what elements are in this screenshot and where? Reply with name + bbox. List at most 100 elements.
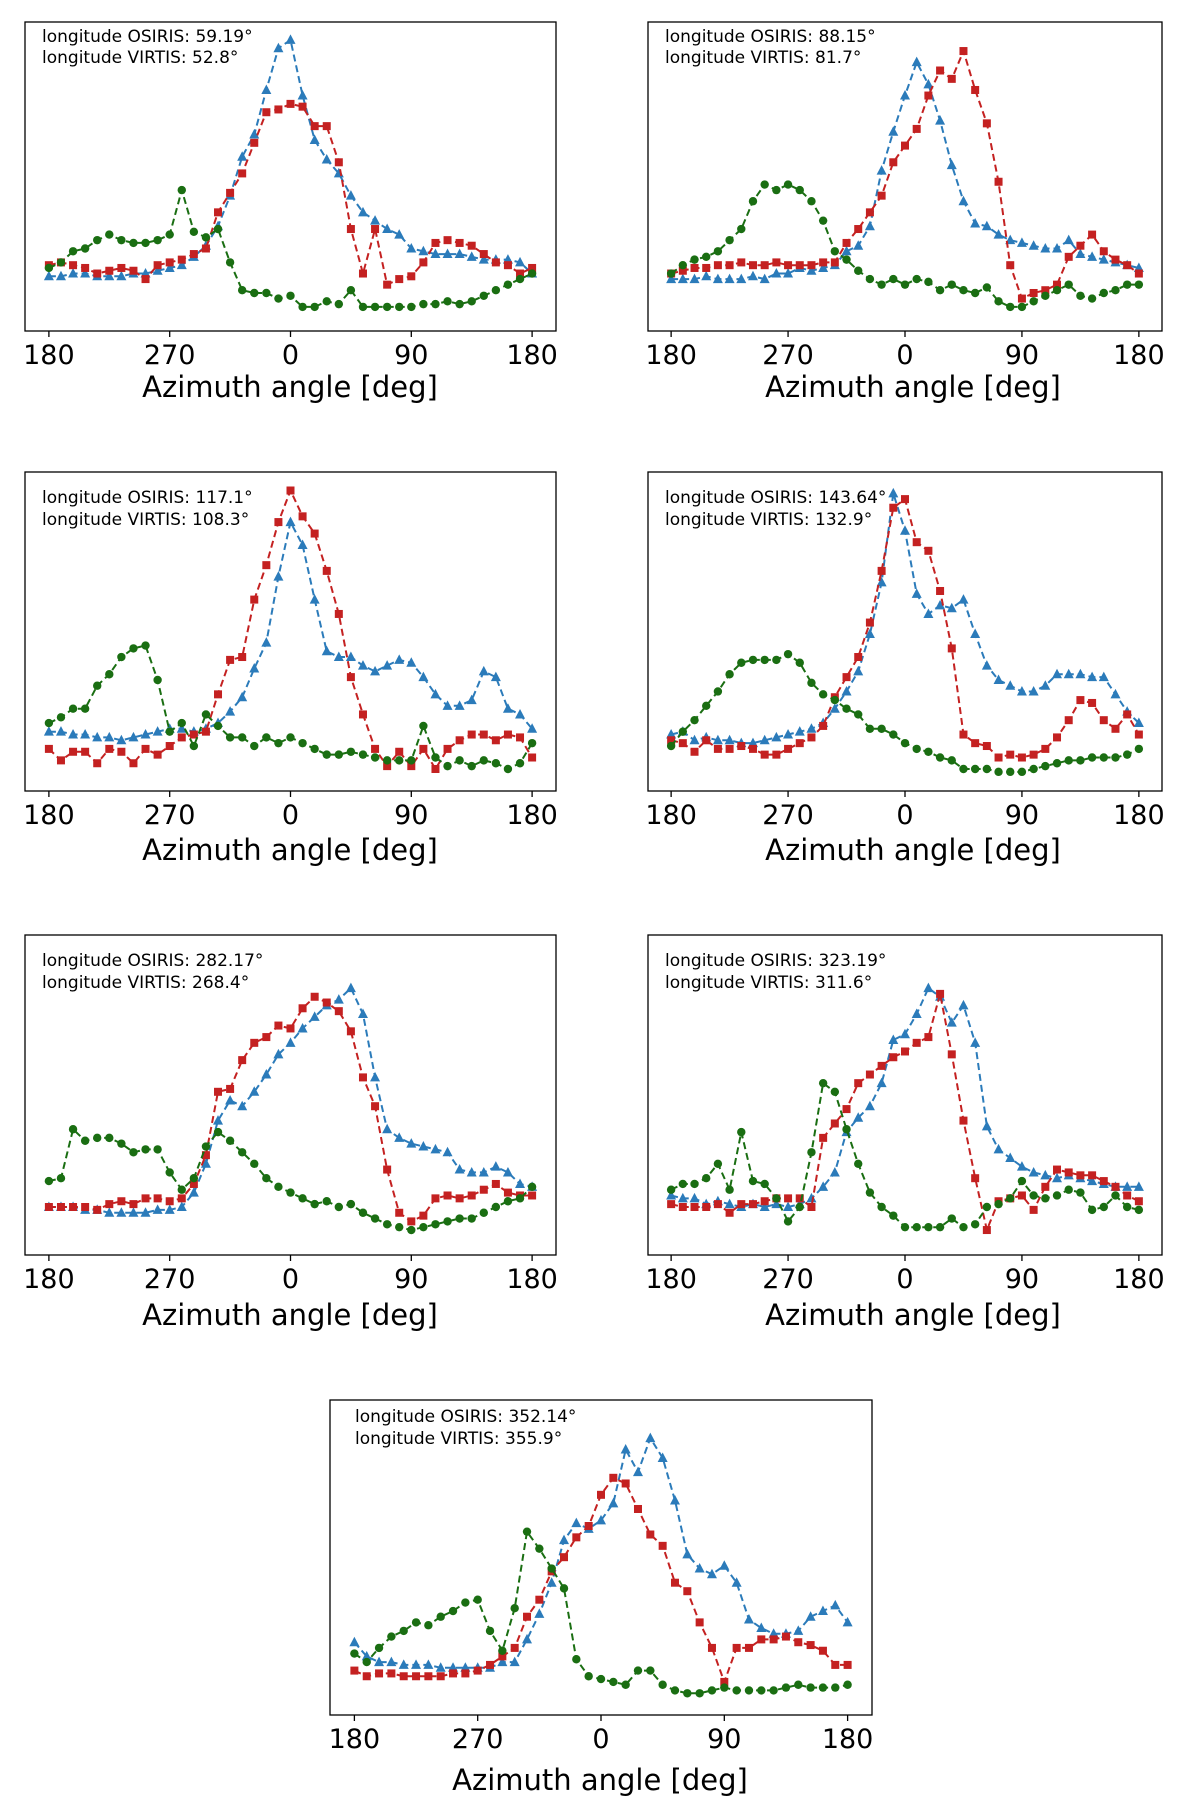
annotation-osiris: longitude OSIRIS: 117.1° xyxy=(42,488,253,508)
annotation-virtis: longitude VIRTIS: 355.9° xyxy=(355,1429,562,1449)
data-point-circle xyxy=(678,260,688,270)
data-point-square xyxy=(584,1522,593,1530)
data-point-triangle xyxy=(946,159,957,170)
x-axis-label: Azimuth angle [deg] xyxy=(452,1763,748,1797)
data-point-triangle xyxy=(309,594,320,604)
data-point-triangle xyxy=(68,268,79,278)
data-point-triangle xyxy=(406,242,417,253)
data-point-square xyxy=(69,747,78,756)
data-point-triangle xyxy=(43,270,54,281)
data-point-circle xyxy=(177,185,186,195)
data-point-triangle xyxy=(237,1100,248,1111)
data-point-square xyxy=(238,1056,247,1065)
data-point-circle xyxy=(982,283,992,292)
data-point-circle xyxy=(994,297,1003,306)
data-point-square xyxy=(889,158,898,167)
data-point-triangle xyxy=(454,248,465,259)
data-point-circle xyxy=(498,1646,507,1655)
data-point-triangle xyxy=(958,195,969,206)
data-point-circle xyxy=(237,1148,247,1157)
data-point-circle xyxy=(262,288,271,298)
data-point-square xyxy=(298,102,307,111)
data-point-square xyxy=(667,1200,676,1209)
data-point-circle xyxy=(350,1649,359,1658)
data-point-triangle xyxy=(1052,668,1063,679)
data-point-triangle xyxy=(361,1650,372,1661)
data-point-square xyxy=(358,710,367,719)
data-point-circle xyxy=(117,1139,126,1148)
data-point-circle xyxy=(68,1125,78,1134)
data-point-square xyxy=(609,1473,618,1482)
data-point-triangle xyxy=(783,1201,794,1211)
data-point-square xyxy=(982,119,991,128)
data-point-triangle xyxy=(261,637,272,647)
data-point-triangle xyxy=(1005,1152,1016,1163)
data-point-square xyxy=(81,263,90,272)
data-point-square xyxy=(865,208,874,217)
data-point-triangle xyxy=(152,726,163,736)
data-point-circle xyxy=(748,197,758,206)
data-point-square xyxy=(865,1070,874,1079)
data-point-triangle xyxy=(666,1189,677,1200)
data-point-circle xyxy=(443,1217,452,1226)
data-point-square xyxy=(334,609,343,618)
data-point-triangle xyxy=(806,1192,817,1203)
x-tick-label: 0 xyxy=(896,800,913,831)
data-point-circle xyxy=(177,718,186,728)
data-point-circle xyxy=(1006,302,1015,312)
data-point-circle xyxy=(621,1680,630,1689)
data-point-square xyxy=(912,1038,921,1047)
data-point-square xyxy=(310,529,319,538)
data-point-square xyxy=(1076,696,1085,705)
data-point-circle xyxy=(68,704,78,713)
x-tick-label: 180 xyxy=(645,800,697,831)
data-point-triangle xyxy=(842,1616,853,1627)
data-point-circle xyxy=(424,1621,433,1630)
data-point-triangle xyxy=(466,1166,477,1177)
data-point-triangle xyxy=(620,1443,631,1454)
x-tick-label: 180 xyxy=(1113,340,1165,371)
data-point-square xyxy=(818,1646,827,1655)
data-point-square xyxy=(419,744,428,753)
data-point-square xyxy=(491,258,500,267)
data-point-square xyxy=(371,744,380,753)
data-point-triangle xyxy=(140,729,151,739)
data-point-square xyxy=(795,1194,804,1203)
data-point-triangle xyxy=(448,1662,459,1672)
data-point-square xyxy=(794,1638,803,1647)
data-point-circle xyxy=(713,687,723,696)
data-point-circle xyxy=(1041,761,1050,771)
data-point-triangle xyxy=(1040,680,1051,690)
data-point-square xyxy=(597,1490,605,1499)
data-point-square xyxy=(274,518,283,527)
data-point-circle xyxy=(982,764,992,774)
data-point-circle xyxy=(298,1194,307,1203)
data-point-square xyxy=(395,1208,404,1217)
data-point-square xyxy=(44,1203,53,1211)
x-tick-label: 180 xyxy=(506,340,558,371)
data-point-triangle xyxy=(273,571,284,581)
data-point-circle xyxy=(250,1159,259,1169)
data-point-square xyxy=(250,138,259,147)
data-point-square xyxy=(498,1652,507,1661)
data-point-triangle xyxy=(771,268,782,278)
data-point-circle xyxy=(1076,291,1085,300)
data-point-triangle xyxy=(756,1622,767,1633)
data-point-circle xyxy=(559,1584,569,1593)
data-point-triangle xyxy=(225,706,236,716)
data-point-square xyxy=(461,1669,470,1678)
annotation-virtis: longitude VIRTIS: 132.9° xyxy=(665,510,872,530)
data-point-circle xyxy=(448,1606,458,1616)
data-point-triangle xyxy=(509,1656,520,1667)
data-point-square xyxy=(1041,1182,1050,1191)
x-tick-label: 270 xyxy=(762,1264,814,1295)
data-point-circle xyxy=(346,286,356,295)
data-point-square xyxy=(153,261,162,270)
data-point-square xyxy=(262,1033,271,1042)
data-point-circle xyxy=(1006,1194,1015,1203)
data-point-triangle xyxy=(478,1166,489,1177)
data-point-triangle xyxy=(1052,242,1063,253)
data-point-circle xyxy=(760,180,769,189)
data-point-triangle xyxy=(164,1204,175,1214)
data-point-circle xyxy=(795,658,804,667)
